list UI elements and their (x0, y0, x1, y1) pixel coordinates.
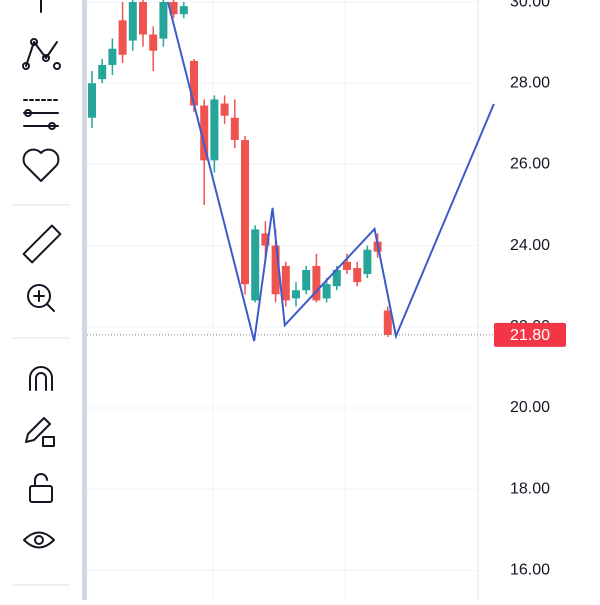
pattern-drawing (167, 1, 495, 342)
tool-lock[interactable] (29, 473, 53, 503)
candle-body (332, 269, 341, 287)
tool-visibility[interactable] (23, 531, 55, 549)
candle-body (230, 117, 239, 141)
y-tick-label: 26.00 (510, 156, 550, 173)
candle-body (88, 83, 96, 118)
y-tick-label: 24.00 (510, 237, 550, 254)
candle-body (220, 103, 229, 116)
tool-zoom[interactable] (27, 284, 55, 312)
toolbar-edge (82, 0, 87, 600)
candle-body (281, 265, 290, 301)
candle-body (292, 290, 300, 299)
tool-magnet[interactable] (29, 366, 53, 391)
toolbar (12, 0, 70, 586)
y-tick-label: 18.00 (510, 480, 550, 497)
candle-body (261, 233, 270, 246)
y-tick-label: 30.00 (510, 0, 550, 10)
candle-body (302, 269, 311, 291)
candle-body (210, 99, 219, 161)
candle-body (149, 34, 158, 51)
candle-body (383, 310, 392, 335)
y-tick-label: 28.00 (510, 74, 550, 91)
tool-ruler[interactable] (22, 224, 62, 264)
candle-body (98, 64, 107, 80)
candle-body (343, 261, 351, 270)
tool-favorite[interactable] (22, 148, 60, 182)
candle-body (169, 2, 178, 15)
tool-fib[interactable] (23, 99, 59, 130)
candle-body (190, 60, 198, 106)
candle-body (241, 140, 249, 285)
candle-body (271, 245, 280, 295)
y-tick-label: 20.00 (510, 399, 550, 416)
last-price-box (494, 322, 566, 347)
candle-body (312, 265, 321, 301)
candle-body (139, 2, 147, 35)
candle-body (200, 105, 209, 161)
candle-body (118, 20, 127, 55)
candle-body (322, 284, 331, 299)
candle-body (159, 2, 168, 39)
candle-body (179, 6, 188, 15)
candle-body (353, 267, 362, 283)
tool-pattern[interactable] (22, 38, 61, 70)
candle-body (108, 48, 117, 65)
last-price-label: 21.80 (510, 327, 550, 344)
candle-body (363, 249, 372, 275)
candle-body (251, 229, 260, 301)
tool-draw-lock[interactable] (25, 417, 55, 447)
y-tick-label: 16.00 (510, 562, 550, 579)
candle-body (128, 2, 137, 41)
